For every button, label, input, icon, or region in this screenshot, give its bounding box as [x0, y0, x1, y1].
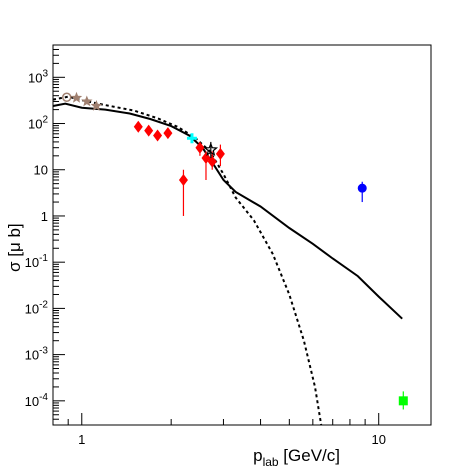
star-data-point	[81, 95, 93, 107]
axis-ticks	[52, 44, 380, 426]
star-data-point	[70, 91, 83, 103]
diamond-marker	[133, 120, 143, 133]
circle-marker	[357, 183, 367, 193]
diamond-data-point	[178, 169, 188, 216]
diamond-marker	[207, 155, 217, 168]
solid-model-curve	[52, 102, 403, 320]
y-tick-label: 10	[34, 163, 48, 178]
y-tick-label: 10-3	[25, 346, 49, 363]
diamond-marker	[144, 124, 154, 137]
y-tick-label: 10-2	[25, 299, 49, 316]
diamond-marker	[163, 127, 173, 140]
diamond-marker	[195, 141, 205, 154]
diamond-data-point	[195, 141, 205, 156]
y-tick-label: 1	[41, 209, 48, 224]
star-marker	[90, 100, 103, 111]
x-tick-label: 10	[371, 432, 385, 447]
plot-frame	[52, 44, 432, 426]
open-circle-data-point	[61, 92, 72, 103]
star-marker	[81, 95, 93, 107]
star-data-point	[90, 100, 103, 111]
open-star-data-point	[203, 141, 219, 158]
model-curves	[52, 95, 403, 426]
diamond-data-point	[207, 151, 217, 170]
open-star-marker	[203, 142, 219, 157]
square-marker	[398, 396, 408, 406]
diamond-data-point	[215, 144, 225, 167]
diamond-data-point	[133, 120, 143, 133]
y-tick-label: 10-4	[25, 392, 49, 409]
diamond-marker	[178, 173, 188, 186]
y-axis-title: σ [μ b]	[5, 223, 24, 272]
cross-data-point	[186, 133, 197, 144]
square-data-point	[398, 391, 408, 410]
open-circle-marker	[61, 92, 72, 103]
y-tick-label: 102	[28, 115, 48, 132]
y-tick-label: 103	[28, 68, 48, 85]
x-axis-title: plab [GeV/c]	[253, 446, 340, 469]
star-marker	[70, 91, 83, 103]
diamond-marker	[153, 129, 163, 142]
x-tick-label: 1	[78, 432, 85, 447]
diamond-marker	[215, 147, 225, 160]
diamond-data-point	[153, 129, 163, 142]
circle-data-point	[357, 181, 367, 203]
diamond-data-point	[201, 151, 211, 180]
diamond-data-point	[144, 124, 154, 137]
dashed-model-curve	[52, 95, 323, 426]
y-tick-label: 10-1	[25, 253, 49, 270]
diamond-data-point	[163, 127, 173, 140]
data-markers	[61, 91, 408, 410]
